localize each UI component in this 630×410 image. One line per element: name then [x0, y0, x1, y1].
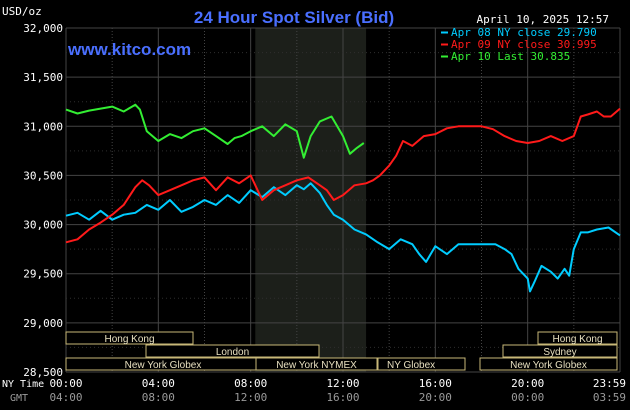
session-bar-rect	[502, 344, 618, 358]
session-bar: Hong Kong	[537, 331, 618, 345]
series-line-1	[65, 182, 621, 293]
x-tick-gmt: 12:00	[234, 391, 267, 404]
legend-label-3: Apr 10 Last 30.835	[451, 50, 570, 63]
y-tick-label: 31,500	[23, 71, 63, 84]
x-tick-gmt: 00:00	[511, 391, 544, 404]
session-bar-rect	[255, 357, 378, 371]
session-bar-rect	[479, 357, 618, 371]
session-bar: NY Globex	[377, 357, 466, 371]
session-bars: Hong Kong London New York Globex New York N…	[65, 331, 618, 371]
y-tick-label: 29,000	[23, 317, 63, 330]
y-tick-label: 32,000	[23, 22, 63, 35]
y-axis-ticks: 32,000 31,500 31,000 30,500 30,000 29,500 29,0…	[23, 22, 63, 379]
y-tick-label: 31,000	[23, 120, 63, 133]
legend-label-1: Apr 08 NY close 29.790	[451, 26, 597, 39]
y-tick-label: 30,500	[23, 169, 63, 182]
session-bar: Sydney	[502, 344, 618, 358]
series-lines	[65, 103, 621, 293]
x-tick-ny: 16:00	[419, 377, 452, 390]
x-tick-ny: 08:00	[234, 377, 267, 390]
session-bar-rect	[377, 357, 466, 371]
x-axis: NY TimeGMT00:0004:0004:0008:0008:0012:00…	[2, 377, 626, 404]
gmt-label: GMT	[10, 393, 28, 404]
x-tick-gmt: 08:00	[142, 391, 175, 404]
x-tick-gmt: 20:00	[419, 391, 452, 404]
x-tick-ny: 04:00	[142, 377, 175, 390]
x-tick-ny: 12:00	[326, 377, 359, 390]
series-line-2	[65, 107, 621, 244]
session-bar: New York Globex	[479, 357, 618, 371]
series-line-3	[65, 103, 365, 159]
session-label: New York Globex	[125, 360, 202, 371]
x-tick-ny: 20:00	[511, 377, 544, 390]
y-tick-label: 28,500	[23, 366, 63, 379]
timestamp: April 10, 2025 12:57	[477, 13, 609, 26]
session-bar: London	[145, 344, 320, 358]
session-bar: Hong Kong	[65, 331, 194, 345]
x-tick-gmt: 16:00	[326, 391, 359, 404]
grid	[65, 27, 621, 373]
session-label: Hong Kong	[104, 334, 154, 345]
ny-time-label: NY Time	[2, 379, 44, 390]
session-label: Sydney	[543, 347, 576, 358]
y-tick-label: 29,500	[23, 268, 63, 281]
session-bar-rect	[65, 331, 194, 345]
session-bar: New York Globex	[65, 357, 261, 371]
x-tick-ny: 00:00	[49, 377, 82, 390]
session-label: London	[216, 347, 249, 358]
session-label: Hong Kong	[552, 334, 602, 345]
legend-label-2: Apr 09 NY close 30.995	[451, 38, 597, 51]
session-label: New York Globex	[510, 360, 587, 371]
x-tick-gmt: 04:00	[49, 391, 82, 404]
unit-label: USD/oz	[2, 5, 42, 18]
session-bar-rect	[145, 344, 320, 358]
y-tick-label: 30,000	[23, 219, 63, 232]
x-tick-gmt: 03:59	[593, 391, 626, 404]
session-label: New York NYMEX	[276, 360, 357, 371]
session-bar: New York NYMEX	[255, 357, 378, 371]
x-tick-ny: 23:59	[593, 377, 626, 390]
chart-title: 24 Hour Spot Silver (Bid)	[194, 8, 394, 27]
session-bar-rect	[537, 331, 618, 345]
brand-link[interactable]: www.kitco.com	[67, 40, 191, 59]
session-label: NY Globex	[387, 360, 435, 371]
